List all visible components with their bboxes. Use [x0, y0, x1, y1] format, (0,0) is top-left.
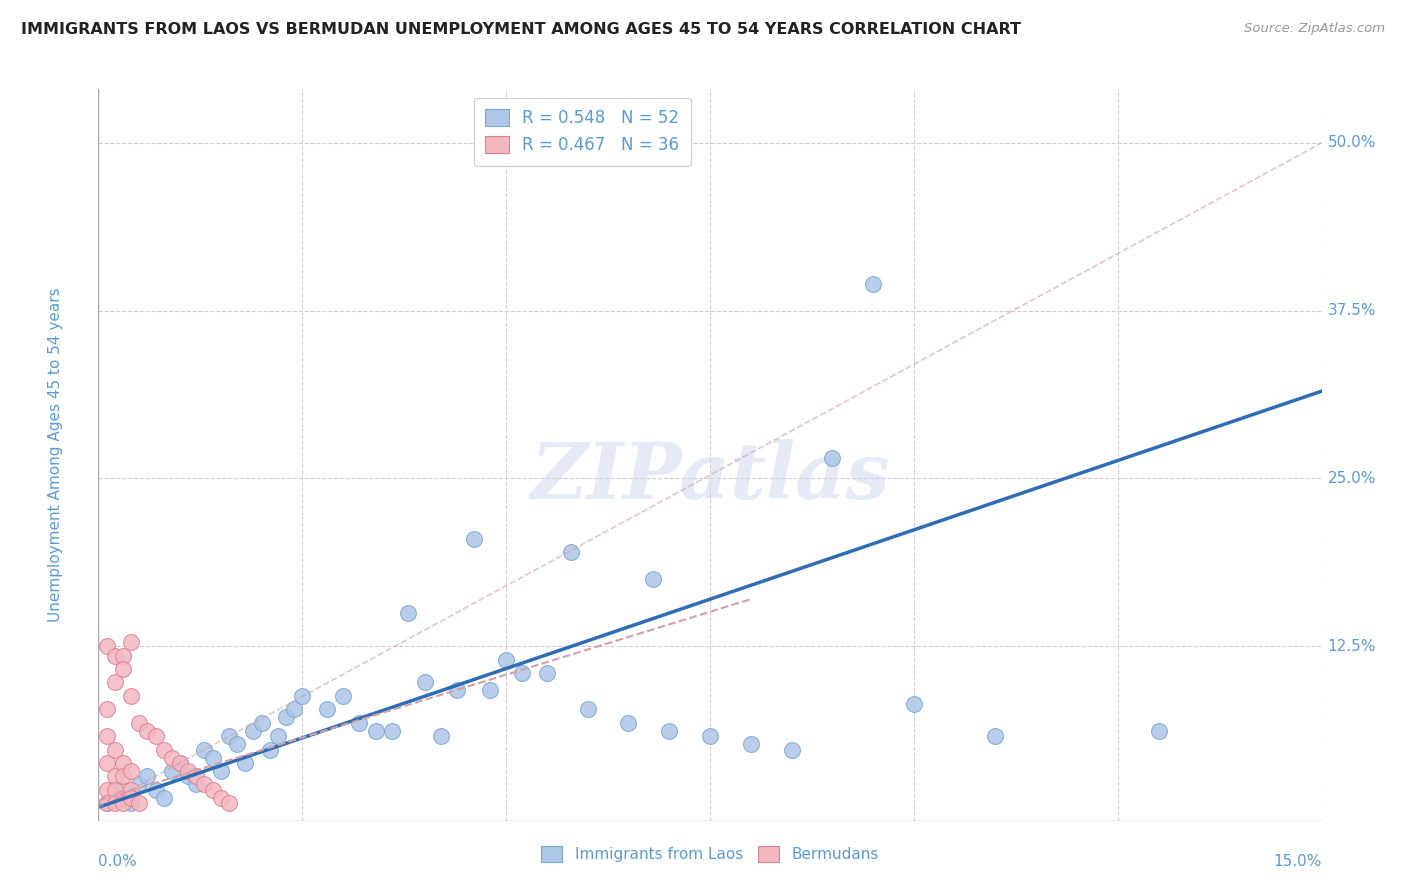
- Point: [218, 729, 240, 743]
- Point: [699, 729, 721, 743]
- Point: [177, 764, 200, 778]
- Point: [315, 702, 337, 716]
- Point: [145, 729, 167, 743]
- Point: [780, 742, 803, 756]
- Point: [242, 723, 264, 738]
- Point: [96, 782, 118, 797]
- Point: [658, 723, 681, 738]
- Point: [233, 756, 256, 770]
- Point: [226, 737, 249, 751]
- Point: [96, 796, 118, 810]
- Point: [396, 606, 419, 620]
- Point: [104, 782, 127, 797]
- Point: [111, 782, 134, 797]
- Point: [128, 796, 150, 810]
- Point: [104, 790, 127, 805]
- Point: [128, 715, 150, 730]
- Point: [641, 572, 664, 586]
- Point: [209, 790, 232, 805]
- Point: [128, 777, 150, 791]
- Point: [984, 729, 1007, 743]
- Text: 12.5%: 12.5%: [1327, 639, 1376, 654]
- Point: [495, 652, 517, 666]
- Text: 50.0%: 50.0%: [1327, 136, 1376, 151]
- Point: [152, 742, 174, 756]
- Point: [259, 742, 281, 756]
- Point: [560, 545, 582, 559]
- Point: [218, 796, 240, 810]
- Point: [267, 729, 290, 743]
- Point: [120, 689, 142, 703]
- Point: [250, 715, 273, 730]
- Point: [111, 756, 134, 770]
- Point: [283, 702, 305, 716]
- Point: [169, 756, 191, 770]
- Point: [96, 639, 118, 653]
- Point: [291, 689, 314, 703]
- Point: [120, 790, 142, 805]
- Text: Source: ZipAtlas.com: Source: ZipAtlas.com: [1244, 22, 1385, 36]
- Point: [120, 635, 142, 649]
- Point: [349, 715, 371, 730]
- Point: [177, 769, 200, 783]
- Point: [104, 769, 127, 783]
- Point: [136, 769, 159, 783]
- Point: [104, 648, 127, 663]
- Point: [274, 710, 297, 724]
- Point: [104, 796, 127, 810]
- Point: [111, 648, 134, 663]
- Point: [120, 782, 142, 797]
- Point: [111, 790, 134, 805]
- Point: [111, 796, 134, 810]
- Text: 0.0%: 0.0%: [98, 854, 138, 869]
- Point: [576, 702, 599, 716]
- Point: [136, 723, 159, 738]
- Point: [96, 702, 118, 716]
- Point: [111, 662, 134, 676]
- Point: [332, 689, 354, 703]
- Point: [96, 796, 118, 810]
- Text: 37.5%: 37.5%: [1327, 303, 1376, 318]
- Point: [478, 683, 501, 698]
- Point: [120, 796, 142, 810]
- Point: [862, 277, 884, 291]
- Point: [381, 723, 404, 738]
- Point: [152, 790, 174, 805]
- Point: [169, 756, 191, 770]
- Point: [364, 723, 387, 738]
- Point: [96, 756, 118, 770]
- Point: [201, 750, 224, 764]
- Point: [1147, 723, 1170, 738]
- Point: [413, 675, 436, 690]
- Point: [160, 750, 183, 764]
- Point: [201, 782, 224, 797]
- Point: [209, 764, 232, 778]
- Point: [740, 737, 762, 751]
- Point: [821, 451, 844, 466]
- Point: [512, 665, 534, 680]
- Text: 25.0%: 25.0%: [1327, 471, 1376, 486]
- Text: IMMIGRANTS FROM LAOS VS BERMUDAN UNEMPLOYMENT AMONG AGES 45 TO 54 YEARS CORRELAT: IMMIGRANTS FROM LAOS VS BERMUDAN UNEMPLO…: [21, 22, 1021, 37]
- Point: [903, 697, 925, 711]
- Point: [120, 764, 142, 778]
- Point: [186, 769, 208, 783]
- Text: ZIPatlas: ZIPatlas: [530, 439, 890, 515]
- Point: [193, 742, 215, 756]
- Point: [104, 742, 127, 756]
- Point: [96, 729, 118, 743]
- Text: Unemployment Among Ages 45 to 54 years: Unemployment Among Ages 45 to 54 years: [48, 287, 63, 623]
- Point: [463, 532, 485, 546]
- Legend: Immigrants from Laos, Bermudans: Immigrants from Laos, Bermudans: [531, 838, 889, 871]
- Point: [536, 665, 558, 680]
- Point: [193, 777, 215, 791]
- Point: [446, 683, 468, 698]
- Point: [160, 764, 183, 778]
- Point: [617, 715, 640, 730]
- Point: [186, 777, 208, 791]
- Point: [111, 769, 134, 783]
- Point: [145, 782, 167, 797]
- Point: [430, 729, 453, 743]
- Point: [104, 675, 127, 690]
- Text: 15.0%: 15.0%: [1274, 854, 1322, 869]
